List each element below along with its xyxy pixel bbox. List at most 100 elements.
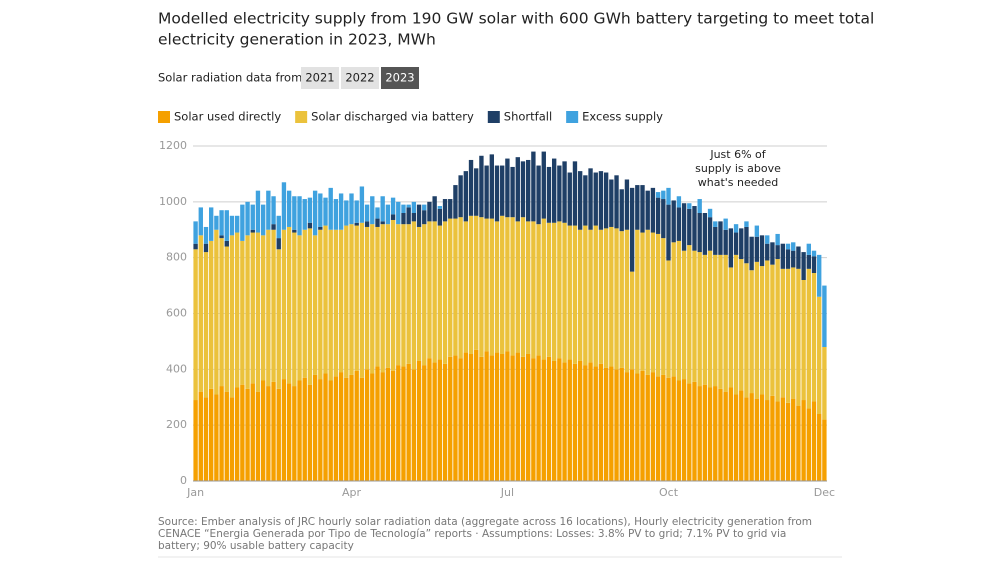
bar-segment: [718, 254, 723, 389]
bar-segment: [655, 197, 661, 234]
legend-swatch: [566, 111, 579, 123]
legend-label: Solar discharged via battery: [311, 110, 474, 124]
bar-segment: [411, 221, 417, 370]
bar-segment: [609, 366, 614, 481]
bar-segment: [437, 225, 443, 360]
bar-segment: [723, 229, 728, 255]
bar-segment: [448, 356, 453, 481]
bar-segment: [370, 373, 375, 481]
bar-segment: [536, 165, 541, 225]
bar-segment: [193, 243, 198, 250]
bar-segment: [375, 366, 380, 481]
bar-segment: [775, 401, 780, 481]
bar-segment: [728, 228, 734, 268]
bar-segment: [437, 359, 443, 481]
bar-segment: [468, 215, 474, 354]
bar-segment: [671, 200, 676, 243]
bar-segment: [255, 190, 261, 233]
bar-segment: [754, 398, 760, 481]
bar-segment: [500, 165, 505, 216]
bar-segment: [671, 376, 676, 481]
bar-segment: [692, 206, 697, 251]
bar-segment: [666, 204, 671, 261]
bar-segment: [697, 386, 702, 481]
bar-segment: [811, 273, 817, 402]
bar-segment: [624, 179, 630, 230]
button-bg: [301, 67, 339, 89]
bar-segment: [255, 391, 261, 481]
bar-segment: [209, 207, 214, 241]
bar-segment: [749, 270, 754, 394]
bar-segment: [526, 159, 531, 222]
bar-segment: [406, 224, 411, 364]
bar-segment: [811, 256, 817, 274]
bar-segment: [822, 419, 827, 481]
bar-segment: [312, 190, 318, 236]
bar-segment: [562, 161, 567, 223]
bar-segment: [193, 221, 198, 244]
bar-segment: [406, 207, 411, 225]
bar-segment: [427, 201, 432, 222]
bar-segment: [707, 217, 713, 251]
bar-segment: [245, 201, 250, 236]
bar-segment: [411, 369, 417, 481]
bar-segment: [500, 215, 505, 354]
bar-segment: [364, 221, 370, 227]
bar-segment: [510, 217, 515, 356]
bar-segment: [474, 349, 479, 481]
bar-segment: [645, 374, 650, 481]
bar-segment: [229, 397, 235, 481]
bar-segment: [219, 386, 224, 481]
year-button[interactable]: 2023: [381, 67, 419, 89]
bar-segment: [453, 218, 458, 356]
year-button[interactable]: 2022: [341, 67, 379, 89]
bar-segment: [510, 166, 515, 218]
year-button[interactable]: 2021: [301, 67, 339, 89]
bar-segment: [489, 218, 494, 356]
x-tick-label: Jul: [500, 486, 514, 499]
bar-segment: [437, 208, 443, 226]
bar-segment: [619, 189, 624, 232]
source: Source: Ember analysis of JRC hourly sol…: [158, 516, 812, 528]
bar-segment: [671, 242, 676, 377]
bar-segment: [681, 203, 687, 251]
bar-segment: [645, 190, 650, 230]
bar-segment: [489, 355, 494, 481]
bar-segment: [375, 207, 380, 219]
bar-segment: [292, 229, 297, 233]
bar-segment: [583, 225, 588, 366]
bar-segment: [344, 225, 349, 378]
bar-segment: [775, 259, 780, 402]
bar-segment: [609, 179, 614, 227]
bar-segment: [796, 405, 801, 481]
bar-segment: [655, 376, 661, 481]
bar-segment: [307, 222, 313, 229]
bar-segment: [442, 221, 448, 364]
bar-segment: [505, 158, 510, 218]
bar-segment: [728, 267, 734, 388]
bar-segment: [375, 226, 380, 367]
bar-segment: [754, 261, 760, 399]
bar-segment: [801, 400, 806, 481]
bar-segment: [318, 226, 323, 230]
bar-segment: [370, 196, 375, 225]
bar-segment: [214, 215, 219, 230]
x-tick-label: Oct: [659, 486, 679, 499]
bar-segment: [713, 226, 718, 255]
bar-segment: [286, 226, 292, 384]
bar-segment: [692, 250, 697, 382]
bar-segment: [598, 363, 604, 481]
bar-segment: [635, 229, 640, 374]
bar-segment: [713, 386, 718, 481]
legend-label: Shortfall: [504, 110, 552, 124]
bar-segment: [603, 172, 609, 229]
bar-segment: [635, 373, 640, 481]
bar-segment: [723, 254, 728, 392]
bar-segment: [801, 252, 806, 280]
bar-segment: [494, 165, 500, 222]
bar-segment: [593, 366, 598, 481]
bar-segment: [640, 185, 645, 233]
bar-segment: [448, 199, 453, 219]
chart-title: electricity generation in 2023, MWh: [158, 31, 436, 49]
bar-segment: [484, 351, 489, 481]
